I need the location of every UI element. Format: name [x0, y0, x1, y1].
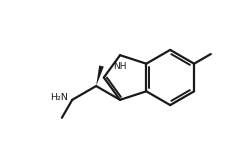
Polygon shape: [96, 65, 104, 86]
Text: NH: NH: [113, 62, 127, 71]
Text: H₂N: H₂N: [50, 93, 68, 102]
